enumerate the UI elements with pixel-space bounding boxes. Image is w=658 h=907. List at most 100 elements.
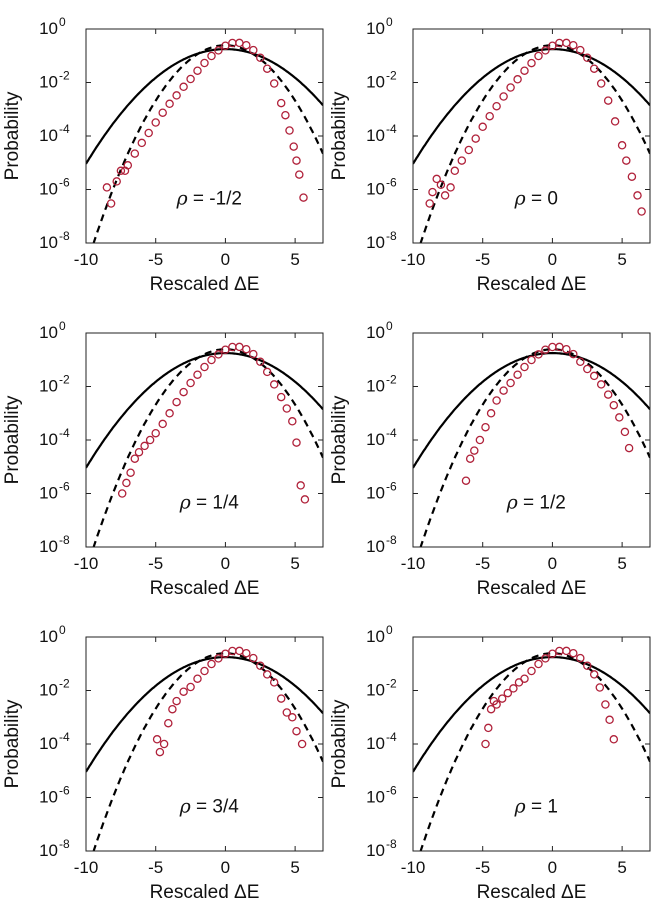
- x-tick-label: 0: [221, 250, 230, 269]
- data-point-marker: [269, 678, 279, 687]
- data-point-marker: [214, 46, 223, 55]
- data-point-marker: [289, 142, 298, 151]
- y-tick-exponent: -4: [386, 122, 397, 136]
- data-point-marker: [637, 207, 646, 216]
- dashed-gaussian-curve: [419, 652, 650, 851]
- data-point-marker: [130, 454, 140, 463]
- data-point-marker: [122, 478, 131, 488]
- data-point-marker: [137, 138, 147, 148]
- data-point-marker: [256, 53, 265, 63]
- data-point-marker: [497, 694, 507, 703]
- x-tick-label: 5: [290, 250, 299, 269]
- y-tick-exponent: 0: [59, 15, 66, 29]
- y-tick-label: 10: [39, 430, 58, 449]
- y-tick-label: 10: [366, 841, 385, 860]
- x-tick-label: 0: [548, 858, 557, 877]
- data-point-marker: [562, 38, 571, 48]
- y-tick-label: 10: [366, 323, 385, 342]
- axes-frame: [412, 28, 651, 244]
- y-axis-label: Probability: [329, 699, 350, 788]
- data-point-marker: [503, 688, 513, 698]
- solid-gaussian-curve: [413, 352, 650, 469]
- dashed-gaussian-curve: [92, 348, 323, 547]
- y-tick-label: 10: [366, 734, 385, 753]
- data-point-marker: [221, 345, 230, 354]
- solid-gaussian-curve: [86, 656, 323, 773]
- x-tick-label: 5: [617, 554, 626, 573]
- data-point-marker: [569, 349, 578, 359]
- data-point-marker: [249, 653, 258, 663]
- data-point-marker: [262, 367, 272, 377]
- x-tick-label: -10: [401, 250, 426, 269]
- data-point-marker: [269, 380, 279, 389]
- data-point-marker: [186, 74, 195, 84]
- y-tick-exponent: -6: [386, 784, 397, 798]
- data-point-marker: [603, 96, 613, 105]
- data-point-marker: [548, 649, 557, 658]
- data-point-marker: [440, 191, 450, 200]
- y-tick-exponent: -6: [59, 480, 70, 494]
- data-point-marker: [464, 145, 474, 155]
- data-point-marker: [186, 378, 195, 388]
- rho-annotation: ρ = 0: [514, 187, 558, 209]
- data-point-marker: [622, 156, 631, 165]
- x-tick-label: -5: [475, 858, 490, 877]
- data-point-marker: [158, 108, 167, 117]
- data-point-marker: [513, 370, 522, 379]
- x-tick-label: -5: [148, 858, 163, 877]
- data-point-marker: [102, 183, 112, 192]
- x-tick-label: -10: [74, 858, 99, 877]
- data-point-marker: [620, 427, 630, 437]
- data-point-marker: [249, 349, 258, 359]
- y-tick-exponent: -2: [59, 69, 70, 83]
- data-point-marker: [164, 718, 173, 728]
- data-point-marker: [269, 79, 279, 88]
- y-axis-label: Probability: [2, 395, 23, 484]
- axes-frame: [412, 636, 651, 852]
- x-axis-label: Rescaled ΔE: [150, 882, 260, 903]
- y-tick-exponent: 0: [386, 623, 393, 637]
- data-point-marker: [288, 417, 297, 426]
- data-point-marker: [576, 45, 585, 55]
- data-point-marker: [262, 670, 272, 679]
- data-point-marker: [276, 392, 286, 402]
- data-point-marker: [432, 174, 441, 184]
- data-point-marker: [589, 64, 599, 73]
- data-point-marker: [492, 396, 501, 405]
- data-point-marker: [281, 110, 290, 120]
- data-point-marker: [603, 390, 613, 399]
- y-tick-exponent: -4: [59, 730, 70, 744]
- x-tick-label: -10: [74, 250, 99, 269]
- x-tick-label: -5: [148, 554, 163, 573]
- y-tick-exponent: -6: [59, 784, 70, 798]
- data-point-marker: [478, 122, 487, 132]
- y-tick-exponent: -2: [59, 373, 70, 387]
- data-point-marker: [242, 40, 251, 50]
- data-point-marker: [292, 156, 301, 165]
- y-tick-exponent: -2: [386, 69, 397, 83]
- data-point-marker: [541, 345, 550, 354]
- data-point-marker: [520, 66, 529, 75]
- data-point-marker: [186, 682, 195, 692]
- data-point-marker: [179, 687, 188, 696]
- data-point-marker: [130, 149, 140, 158]
- data-point-marker: [481, 422, 490, 432]
- data-point-marker: [256, 661, 265, 671]
- y-tick-exponent: 0: [386, 319, 393, 333]
- data-point-marker: [200, 362, 209, 372]
- y-tick-label: 10: [39, 681, 58, 700]
- x-tick-label: -5: [475, 250, 490, 269]
- data-point-marker: [541, 46, 550, 55]
- data-point-marker: [276, 98, 286, 108]
- data-point-marker: [262, 64, 272, 73]
- x-tick-label: 0: [221, 554, 230, 573]
- y-tick-label: 10: [39, 627, 58, 646]
- data-point-marker: [126, 468, 135, 477]
- data-point-marker: [295, 170, 304, 179]
- solid-gaussian-curve: [413, 48, 650, 165]
- data-point-marker: [485, 111, 494, 121]
- solid-gaussian-curve: [86, 48, 323, 165]
- y-tick-exponent: -2: [59, 677, 70, 691]
- y-tick-label: 10: [39, 19, 58, 38]
